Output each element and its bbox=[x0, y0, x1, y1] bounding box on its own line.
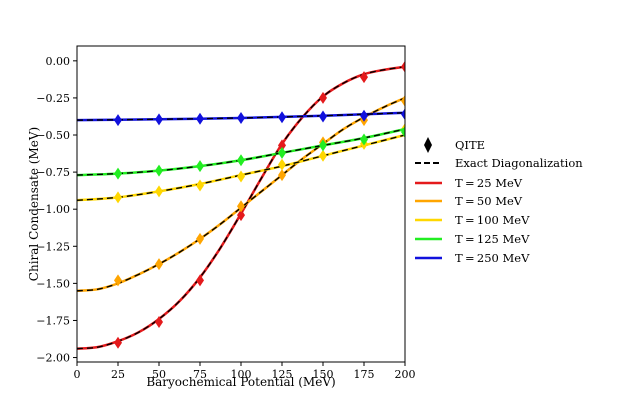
qite-marker-t250 bbox=[155, 113, 163, 126]
qite-marker-t125 bbox=[155, 164, 163, 177]
y-tick-label: −2.00 bbox=[36, 352, 70, 365]
qite-marker-t250 bbox=[319, 110, 327, 123]
legend-label-t125: T = 125 MeV bbox=[455, 232, 530, 246]
qite-marker-t125 bbox=[360, 133, 368, 146]
y-tick-label: −1.50 bbox=[36, 277, 70, 290]
qite-marker-t125 bbox=[319, 139, 327, 152]
series-line-t125 bbox=[77, 127, 405, 177]
x-tick-label: 75 bbox=[193, 368, 207, 381]
qite-marker-t50 bbox=[114, 274, 122, 287]
qite-marker-t100 bbox=[278, 158, 286, 171]
x-tick-label: 175 bbox=[354, 368, 375, 381]
series-t250 bbox=[77, 108, 405, 127]
qite-marker-t250 bbox=[278, 111, 286, 124]
qite-marker-t25 bbox=[114, 336, 122, 349]
qite-marker-t100 bbox=[196, 179, 204, 192]
legend-qite-label: QITE bbox=[455, 138, 485, 152]
qite-marker-t250 bbox=[360, 109, 368, 122]
qite-marker-t25 bbox=[278, 139, 286, 152]
legend-qite-marker bbox=[424, 137, 432, 153]
qite-marker-t100 bbox=[155, 185, 163, 198]
qite-marker-t25 bbox=[237, 209, 245, 222]
legend-exact-label: Exact Diagonalization bbox=[455, 156, 583, 170]
qite-marker-t125 bbox=[401, 126, 405, 139]
series-t25 bbox=[77, 60, 405, 350]
qite-marker-t50 bbox=[278, 169, 286, 182]
x-tick-label: 0 bbox=[74, 368, 81, 381]
axis-ticks: 0 25 50 75 100 125 150 175 200 0.00 −0.25 −0.50 −0.7… bbox=[36, 55, 415, 381]
qite-marker-t25 bbox=[319, 91, 327, 104]
y-tick-label: −1.75 bbox=[36, 314, 70, 327]
qite-marker-t50 bbox=[401, 94, 405, 107]
x-axis-label: Baryochemical Potential (MeV) bbox=[146, 375, 335, 389]
series-t125 bbox=[77, 126, 405, 180]
series-line-t50 bbox=[77, 96, 405, 293]
qite-marker-t50 bbox=[155, 258, 163, 271]
exact-line-t50 bbox=[77, 97, 405, 292]
x-tick-label: 25 bbox=[111, 368, 125, 381]
qite-marker-t25 bbox=[360, 71, 368, 84]
qite-marker-t25 bbox=[401, 60, 405, 73]
legend-label-t50: T = 50 MeV bbox=[455, 194, 523, 208]
legend-label-t25: T = 25 MeV bbox=[455, 176, 523, 190]
y-tick-label: 0.00 bbox=[46, 55, 71, 68]
qite-marker-t100 bbox=[114, 191, 122, 204]
qite-marker-t250 bbox=[237, 111, 245, 124]
x-tick-label: 100 bbox=[231, 368, 252, 381]
legend-label-t250: T = 250 MeV bbox=[455, 251, 530, 265]
series-t50 bbox=[77, 94, 405, 293]
legend-label-t100: T = 100 MeV bbox=[455, 213, 530, 227]
x-tick-label: 200 bbox=[395, 368, 416, 381]
y-tick-label: −0.50 bbox=[36, 129, 70, 142]
qite-marker-t100 bbox=[237, 170, 245, 183]
x-tick-label: 150 bbox=[313, 368, 334, 381]
qite-marker-t100 bbox=[319, 149, 327, 162]
series-layer bbox=[77, 60, 405, 350]
qite-marker-t250 bbox=[114, 114, 122, 127]
y-tick-label: −1.00 bbox=[36, 203, 70, 216]
qite-marker-t25 bbox=[196, 274, 204, 287]
qite-marker-t125 bbox=[196, 160, 204, 173]
qite-marker-t50 bbox=[196, 232, 204, 245]
series-line-t100 bbox=[77, 133, 405, 202]
y-tick-label: −0.25 bbox=[36, 92, 70, 105]
qite-marker-t125 bbox=[237, 154, 245, 167]
y-tick-label: −1.25 bbox=[36, 240, 70, 253]
exact-line-t125 bbox=[77, 128, 405, 176]
qite-marker-t250 bbox=[401, 108, 405, 121]
x-tick-label: 50 bbox=[152, 368, 166, 381]
exact-line-t100 bbox=[77, 134, 405, 201]
x-tick-label: 125 bbox=[272, 368, 293, 381]
qite-marker-t250 bbox=[196, 112, 204, 125]
qite-marker-t50 bbox=[237, 200, 245, 213]
qite-marker-t125 bbox=[278, 146, 286, 159]
y-tick-label: −0.75 bbox=[36, 166, 70, 179]
y-axis-label: Chiral Condensate (MeV) bbox=[27, 127, 41, 281]
qite-marker-t25 bbox=[155, 315, 163, 328]
qite-marker-t125 bbox=[114, 167, 122, 180]
legend: QITE Exact Diagonalization T = 25 MeV T … bbox=[415, 137, 583, 265]
